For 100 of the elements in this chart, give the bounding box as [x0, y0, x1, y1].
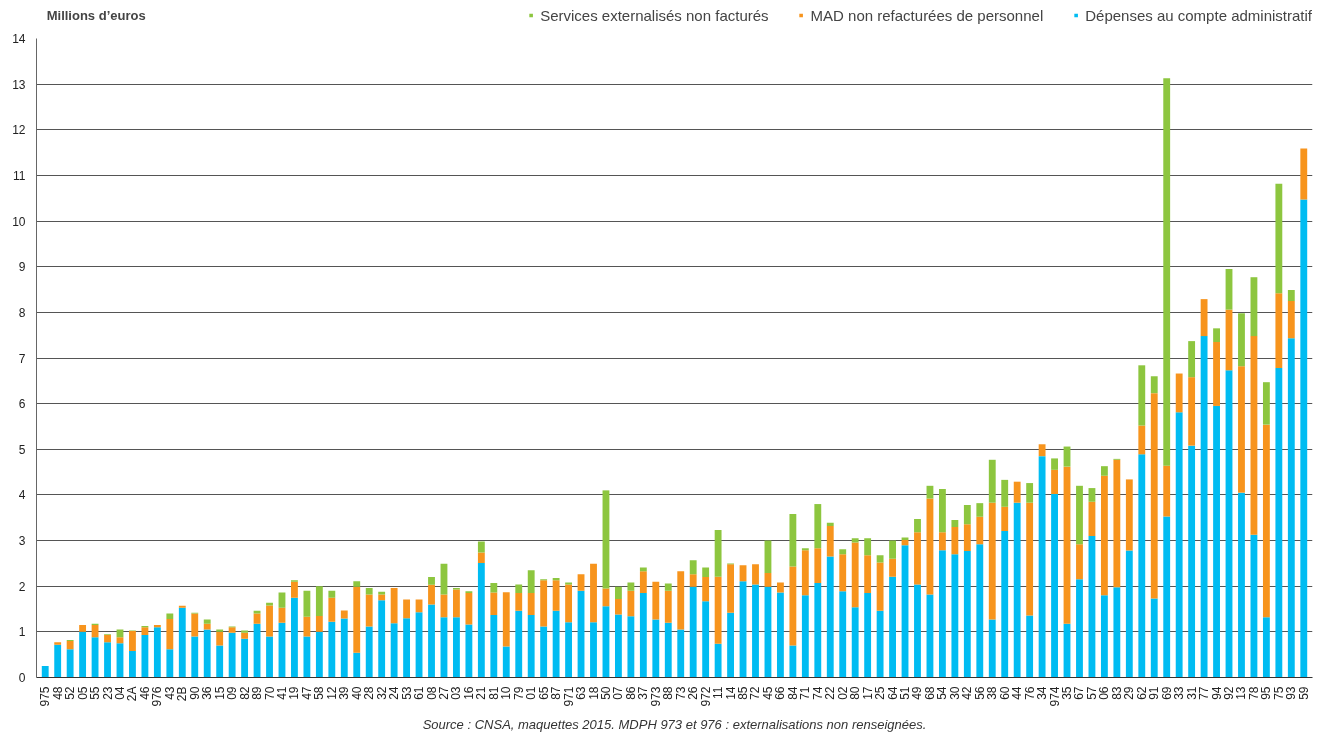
- bar: [303, 590, 311, 617]
- bar: [727, 612, 734, 678]
- x-tick-label: 975: [38, 686, 53, 707]
- x-tick-label: 55: [88, 686, 103, 700]
- x-tick-label: 29: [1122, 686, 1137, 700]
- x-tick-label: 18: [586, 686, 601, 700]
- bar: [664, 583, 672, 591]
- bar: [1213, 405, 1220, 678]
- bar: [502, 592, 510, 647]
- bar: [540, 626, 548, 678]
- bar: [801, 550, 809, 596]
- bar: [1113, 587, 1121, 678]
- bar: [1213, 328, 1220, 343]
- bar: [714, 530, 722, 577]
- bar: [1163, 465, 1171, 517]
- x-tick-label: 56: [972, 686, 987, 700]
- x-tick-label: 47: [299, 686, 314, 700]
- bar: [266, 605, 273, 637]
- x-tick-label: 17: [860, 686, 875, 700]
- legend-label: Dépenses au compte administratif: [1085, 6, 1312, 24]
- bar: [1275, 368, 1283, 678]
- bar: [789, 514, 797, 567]
- x-tick-label: 15: [212, 686, 227, 700]
- x-tick-label: 24: [387, 686, 402, 700]
- bar: [1026, 502, 1034, 616]
- source-note: Source : CNSA, maquettes 2015. MDPH 973 et 976 : externalisations non renseignées.: [422, 716, 927, 732]
- bar: [477, 552, 485, 563]
- y-tick-label: 12: [12, 123, 26, 138]
- bar: [315, 631, 323, 678]
- bar: [1188, 445, 1196, 678]
- x-tick-label: 89: [250, 686, 265, 700]
- bar: [1076, 579, 1083, 678]
- bar: [1100, 595, 1108, 678]
- bar: [353, 652, 361, 678]
- y-tick-label: 1: [18, 625, 26, 640]
- bar: [1125, 479, 1133, 551]
- x-tick-label: 69: [1159, 686, 1174, 700]
- bar: [1188, 341, 1196, 378]
- x-tick-label: 07: [611, 686, 626, 700]
- bar: [178, 607, 186, 678]
- x-tick-label: 12: [324, 686, 339, 700]
- x-tick-label: 62: [1134, 686, 1149, 700]
- bar: [639, 571, 647, 594]
- bar: [652, 581, 660, 620]
- bar: [689, 586, 697, 678]
- x-tick-label: 50: [598, 686, 613, 700]
- bar: [378, 600, 386, 678]
- bar: [328, 621, 336, 678]
- bar: [365, 588, 373, 595]
- bar: [826, 525, 834, 557]
- bar: [889, 540, 896, 559]
- bar: [552, 610, 560, 678]
- bar: [241, 638, 249, 678]
- x-tick-label: 65: [536, 686, 551, 700]
- x-tick-label: 973: [648, 686, 663, 707]
- bar: [1262, 382, 1270, 425]
- x-tick-label: 92: [1222, 686, 1237, 700]
- bar: [839, 549, 847, 555]
- bar: [1013, 481, 1021, 503]
- bar: [79, 625, 87, 632]
- bar: [664, 590, 672, 623]
- bar: [1238, 492, 1245, 678]
- bar: [565, 584, 573, 623]
- bar: [851, 607, 859, 678]
- bar: [914, 519, 921, 533]
- bar: [727, 564, 734, 613]
- x-tick-label: 06: [1097, 686, 1112, 700]
- bar: [876, 562, 884, 611]
- bar: [938, 550, 946, 678]
- bar: [1262, 424, 1270, 618]
- bar: [104, 635, 111, 643]
- bar: [41, 666, 49, 678]
- bar: [801, 595, 809, 678]
- y-tick-label: 8: [18, 305, 26, 320]
- y-tick-label: 3: [18, 534, 26, 549]
- y-tick-label: 11: [13, 168, 26, 183]
- bar: [141, 627, 149, 636]
- y-tick-label: 14: [12, 32, 26, 46]
- x-tick-label: 976: [150, 686, 165, 707]
- x-tick-label: 974: [1047, 686, 1062, 707]
- bar: [702, 567, 710, 578]
- bar: [104, 642, 111, 678]
- bar: [1238, 313, 1245, 367]
- bar: [1076, 485, 1083, 545]
- x-tick-label: 44: [1010, 686, 1025, 700]
- x-tick-label: 82: [237, 686, 252, 700]
- bar: [453, 617, 460, 678]
- x-tick-label: 33: [1172, 686, 1187, 700]
- bar: [627, 582, 635, 591]
- bar: [1038, 456, 1046, 678]
- bar: [1163, 516, 1171, 678]
- bar: [1026, 615, 1034, 678]
- x-tick-label: 58: [312, 686, 327, 700]
- bar: [1076, 544, 1083, 580]
- bar: [951, 554, 959, 678]
- bar: [153, 627, 161, 678]
- x-tick-label: 23: [100, 686, 115, 700]
- bar: [976, 544, 984, 678]
- x-tick-label: 67: [1072, 686, 1087, 700]
- x-tick-label: 43: [162, 686, 177, 700]
